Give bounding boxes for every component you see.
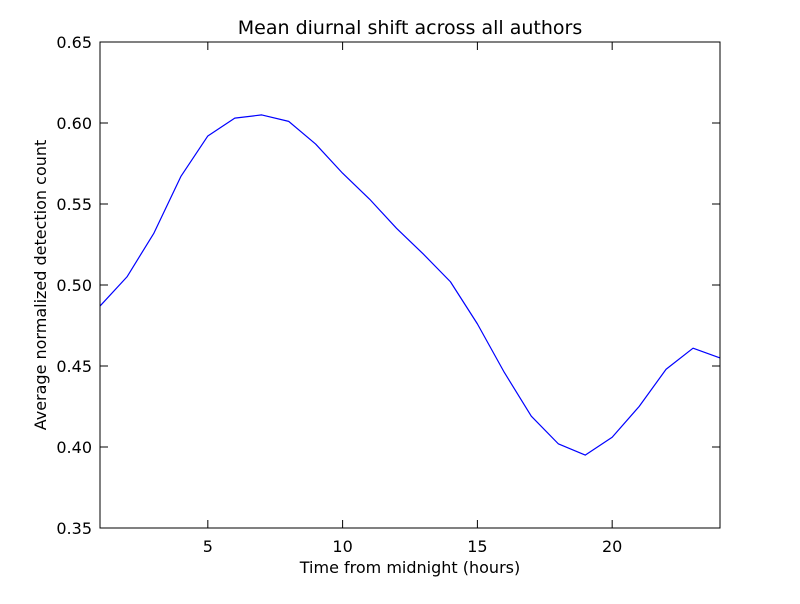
plot-background [100, 42, 720, 528]
x-tick-label: 20 [602, 537, 622, 556]
y-tick-label: 0.60 [56, 114, 92, 133]
y-tick-label: 0.65 [56, 33, 92, 52]
y-axis-label: Average normalized detection count [31, 140, 50, 431]
y-tick-label: 0.55 [56, 195, 92, 214]
series-layer [99, 114, 721, 456]
x-tick-label: 15 [467, 537, 487, 556]
ticks-layer: 5 10 15 20 0.35 0.40 0.45 0.50 0.55 0.60 0.65 [56, 33, 720, 556]
x-tick-label: 5 [203, 537, 213, 556]
chart-title: Mean diurnal shift across all authors [238, 17, 582, 39]
y-tick-label: 0.50 [56, 276, 92, 295]
y-tick-label: 0.35 [56, 519, 92, 538]
y-tick-label: 0.45 [56, 357, 92, 376]
series-line [99, 114, 721, 456]
plot-frame [99, 41, 721, 529]
x-tick-label: 10 [332, 537, 352, 556]
x-axis-label: Time from midnight (hours) [299, 558, 520, 577]
y-tick-label: 0.40 [56, 438, 92, 457]
